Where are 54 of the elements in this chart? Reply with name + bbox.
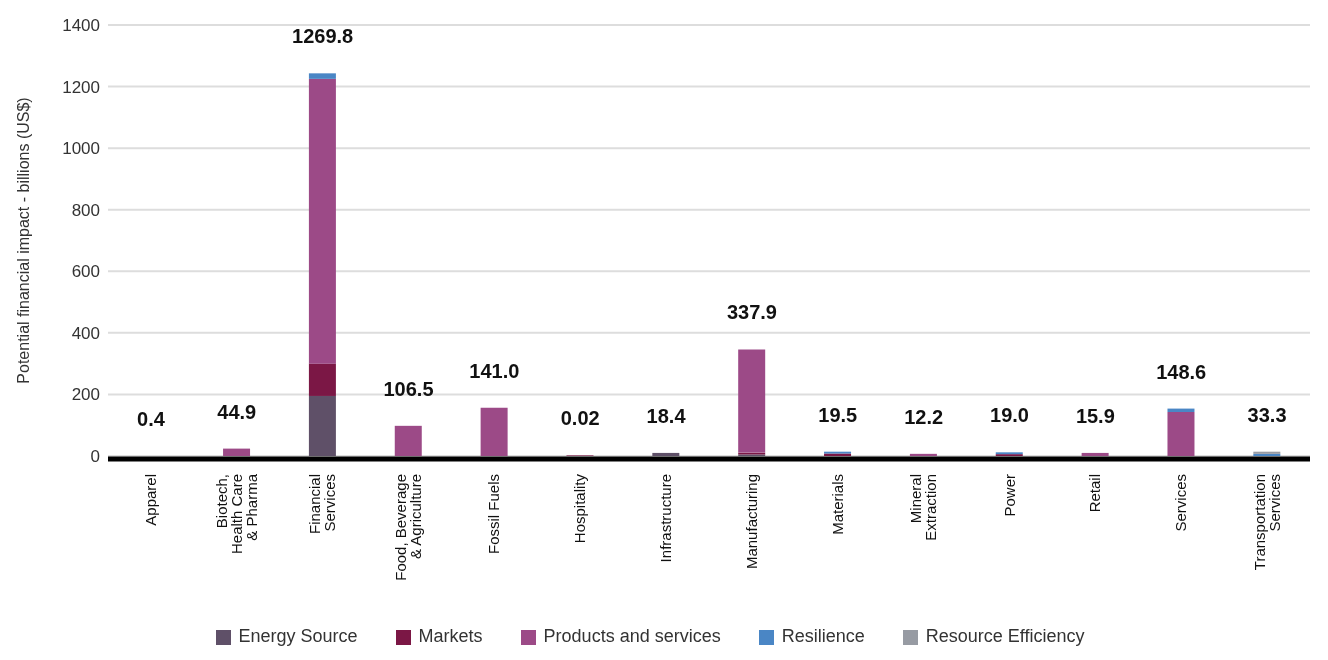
bar (308, 78, 336, 364)
bar (909, 453, 937, 456)
x-tick-label: Mineral Extraction (907, 474, 940, 541)
x-tick-label: Fossil Fuels (485, 474, 503, 555)
y-tick-label: 800 (71, 200, 100, 220)
y-tick-label: 1400 (62, 16, 100, 36)
x-tick-label: Power (1000, 474, 1018, 517)
annotation: 12.2 (904, 405, 944, 428)
bar (1081, 452, 1109, 456)
annotation: 18.4 (646, 404, 687, 427)
legend-label: Resource Efficiency (925, 626, 1085, 646)
bar (223, 448, 251, 456)
bar (308, 363, 336, 396)
annotation: 0.02 (560, 407, 600, 430)
x-tick-label: Services (1172, 474, 1190, 532)
bar (652, 452, 680, 456)
y-tick-label: 1000 (62, 139, 100, 159)
annotation: 19.5 (818, 403, 858, 426)
bar (394, 425, 422, 456)
x-tick-label: Materials (828, 474, 846, 535)
y-tick-label: 400 (71, 323, 100, 343)
annotation: 44.9 (217, 400, 257, 423)
legend-label: Products and services (543, 626, 721, 646)
bar (308, 73, 336, 79)
annotation: 15.9 (1075, 404, 1115, 427)
annotation: 1269.8 (292, 25, 354, 48)
annotation: 148.6 (1156, 360, 1207, 383)
annotation: 106.5 (383, 377, 434, 400)
legend-label: Resilience (781, 626, 865, 646)
x-tick-label: Infrastructure (657, 474, 675, 563)
x-tick-label: Retail (1086, 474, 1104, 513)
y-tick-label: 200 (71, 385, 100, 405)
annotation: 141.0 (469, 359, 520, 382)
bar (738, 349, 766, 453)
x-tick-label: Manufacturing (742, 474, 760, 570)
x-tick-label: Transportation Services (1250, 474, 1283, 571)
annotation: 33.3 (1247, 403, 1287, 426)
bar (1167, 411, 1195, 456)
x-tick-label: Hospitality (571, 473, 589, 544)
annotation: 19.0 (990, 404, 1029, 427)
y-tick-label: 600 (71, 262, 100, 282)
annotation: 0.4 (137, 408, 166, 430)
legend-label: Energy Source (238, 626, 358, 646)
bar (308, 395, 336, 456)
x-tick-label: Biotech, Health Care & Pharma (212, 473, 260, 555)
x-tick-label: Food, Beverage & Agriculture (392, 474, 424, 581)
x-tick-label: Apparel (141, 474, 159, 526)
annotation: 337.9 (726, 301, 777, 324)
legend-label: Markets (418, 626, 483, 646)
y-axis-title: Potential financial impact - billions (US$) (14, 97, 32, 384)
bar (480, 407, 508, 456)
y-tick-label: 1200 (62, 77, 100, 97)
y-tick-label: 0 (90, 447, 100, 467)
x-tick-label: Financial Services (306, 474, 339, 535)
